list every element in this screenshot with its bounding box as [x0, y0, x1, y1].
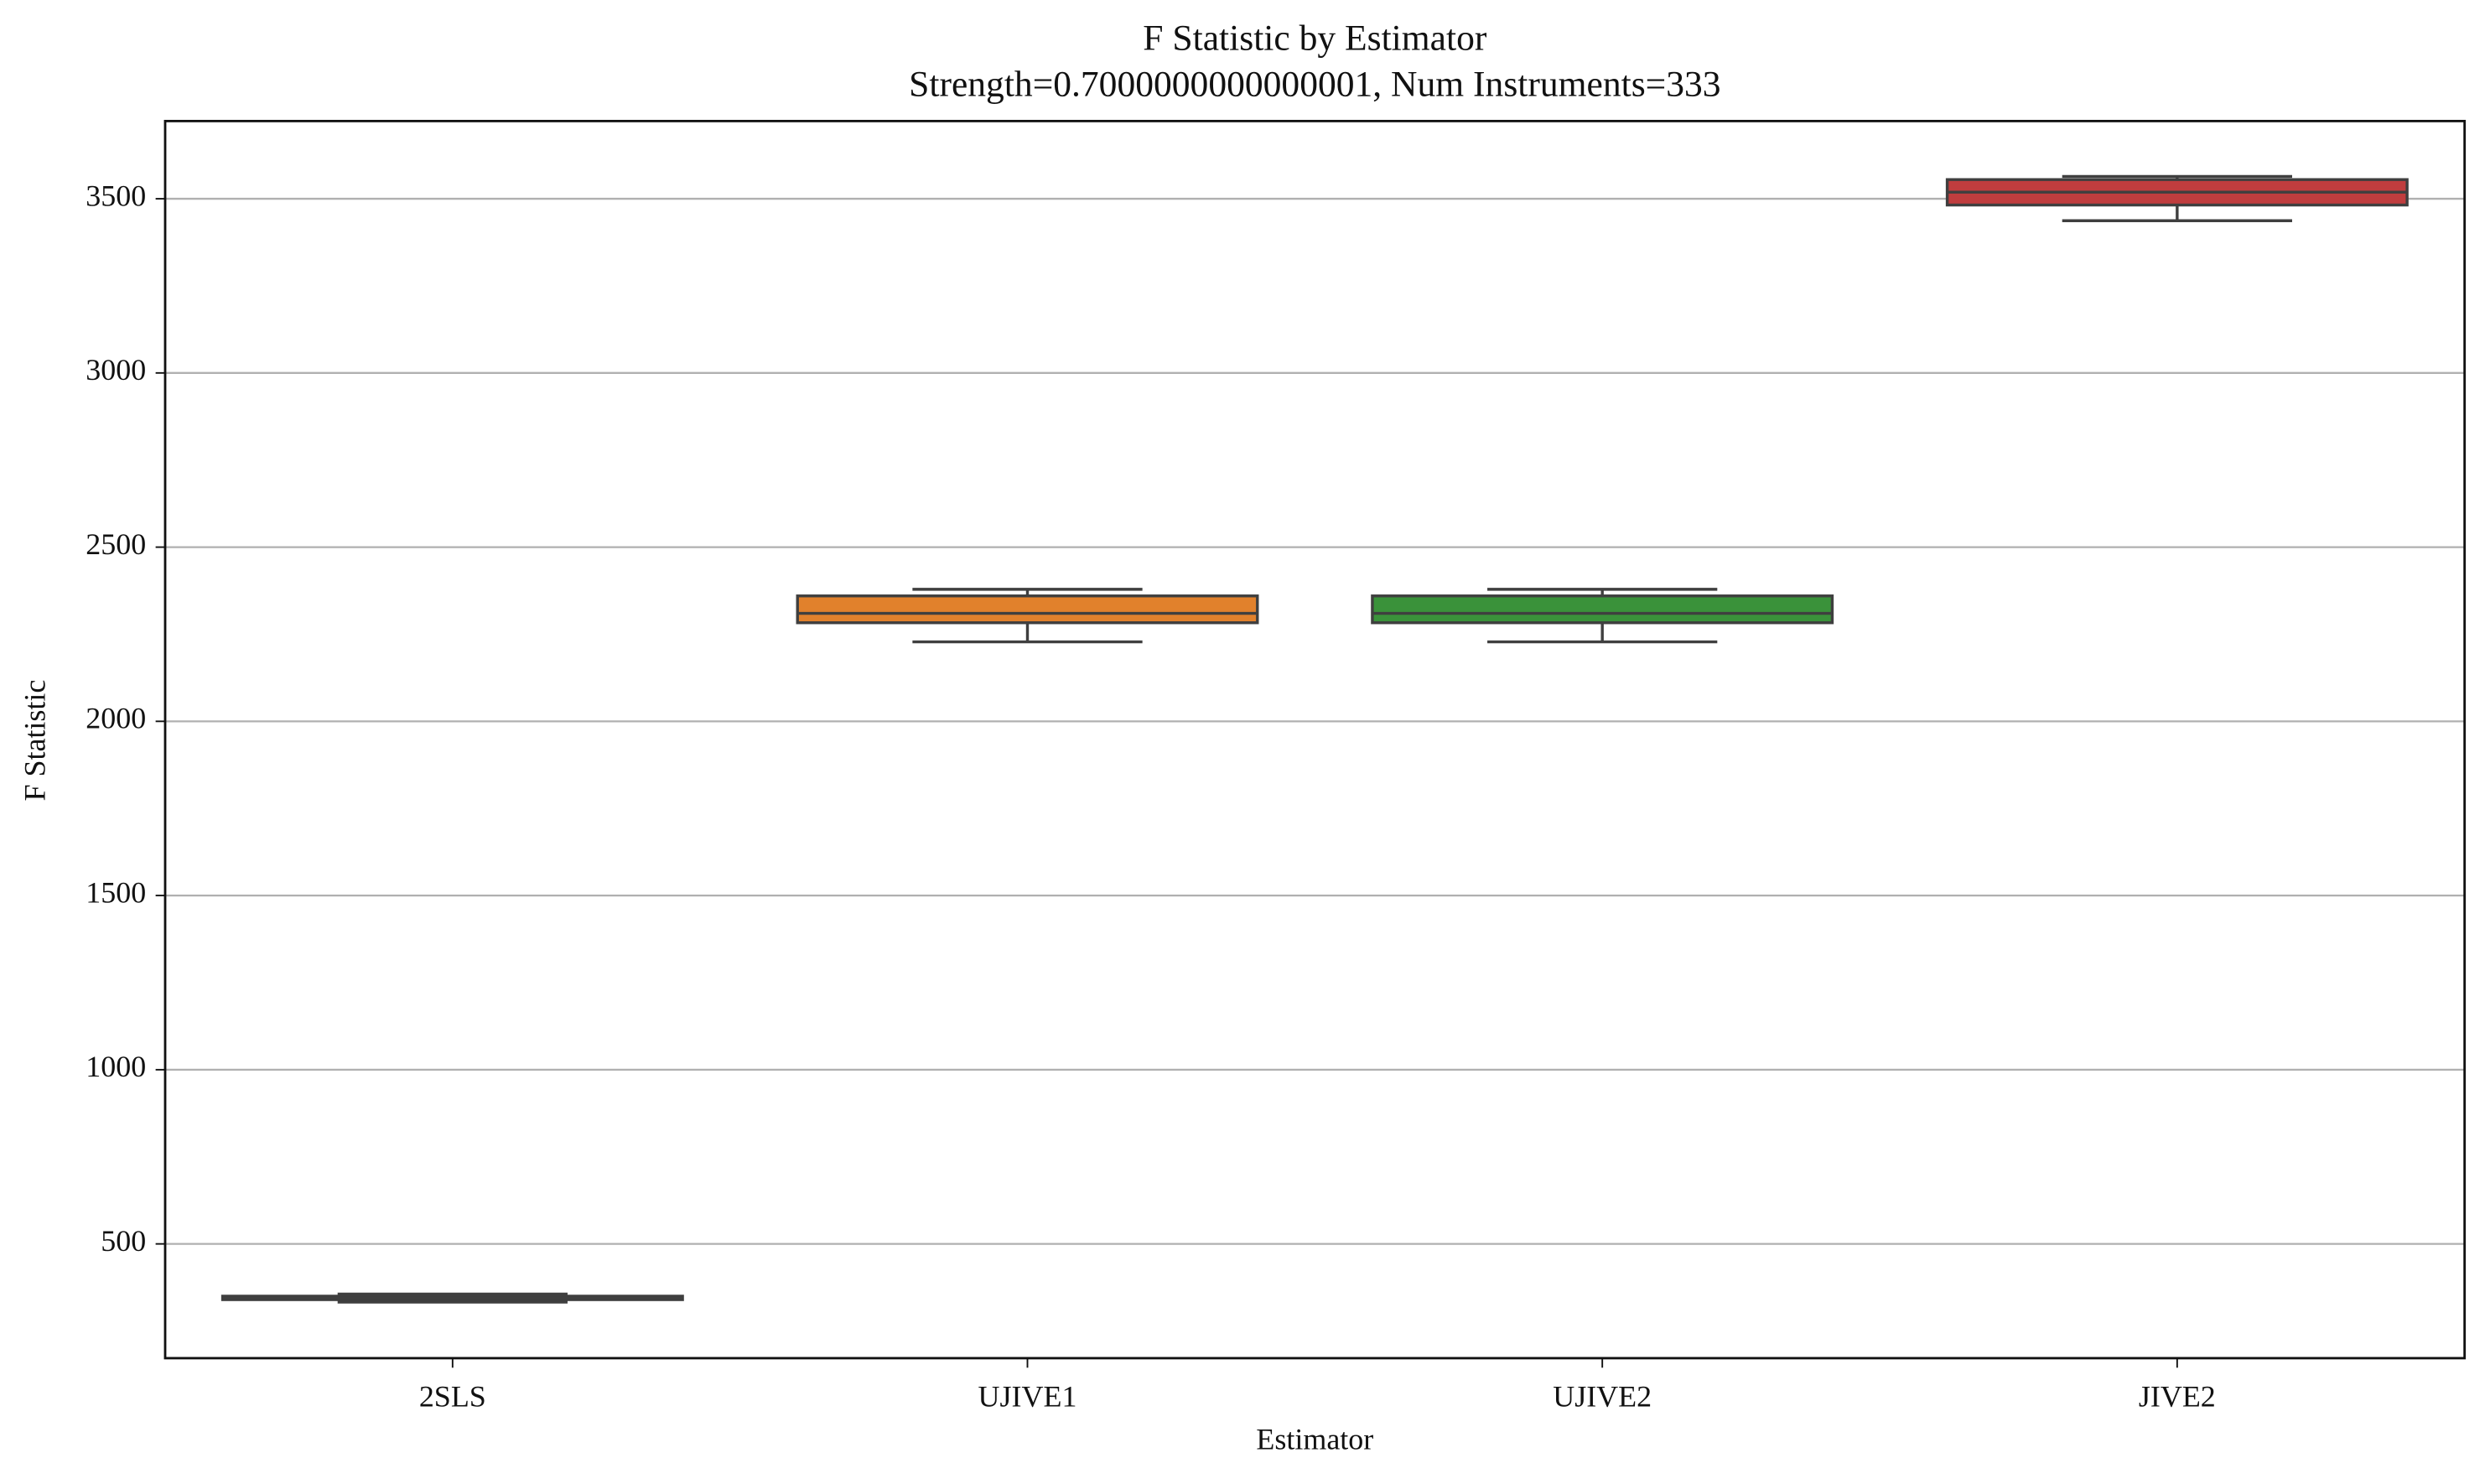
x-axis-label: Estimator — [1256, 1423, 1373, 1456]
y-axis-label: F Statistic — [18, 680, 52, 802]
box — [796, 594, 1259, 625]
y-tick-label: 1000 — [86, 1050, 146, 1083]
x-tick-label: JIVE2 — [2139, 1379, 2216, 1413]
y-tick-label: 2000 — [86, 702, 146, 735]
y-tick-label: 3000 — [86, 353, 146, 387]
box — [1371, 594, 1834, 625]
x-tick-label: UJIVE1 — [978, 1379, 1077, 1413]
x-tick-label: 2SLS — [419, 1379, 486, 1413]
y-tick-label: 500 — [101, 1224, 146, 1258]
x-tick-label: UJIVE2 — [1553, 1379, 1652, 1413]
plot-frame — [163, 119, 2467, 1360]
y-tick-label: 2500 — [86, 527, 146, 561]
y-tick-label: 1500 — [86, 875, 146, 909]
chart-title: F Statistic by Estimator — [1143, 18, 1487, 59]
chart-subtitle: Strength=0.7000000000000001, Num Instrum… — [909, 65, 1720, 105]
y-tick-label: 3500 — [86, 179, 146, 212]
